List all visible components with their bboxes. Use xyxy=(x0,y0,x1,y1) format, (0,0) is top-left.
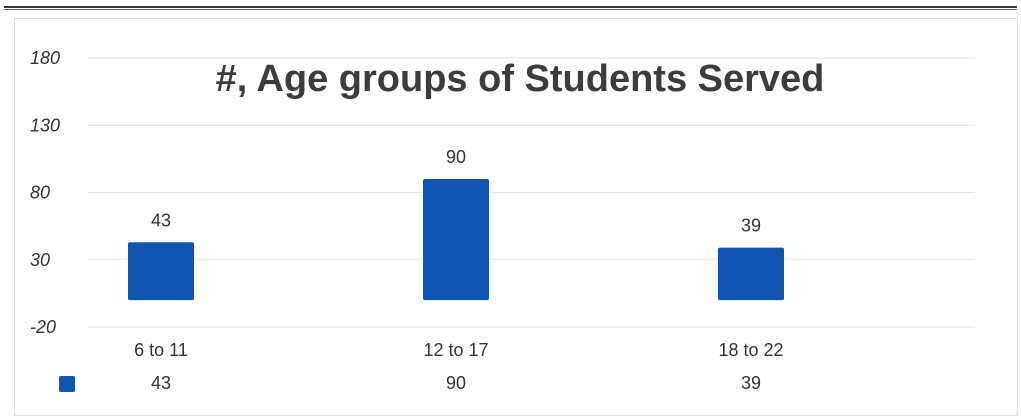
legend-key xyxy=(59,376,75,392)
data-table-value: 43 xyxy=(151,373,171,393)
y-tick-label: 80 xyxy=(30,183,50,203)
bar xyxy=(128,242,194,301)
data-label: 90 xyxy=(446,147,466,167)
top-border-rule xyxy=(4,6,1017,10)
data-label: 43 xyxy=(151,210,171,230)
chart-frame xyxy=(14,18,1018,416)
data-labels: 43 90 39 xyxy=(151,147,761,236)
category-label: 6 to 11 xyxy=(134,340,188,360)
category-label: 12 to 17 xyxy=(423,340,488,360)
data-label: 39 xyxy=(741,216,761,236)
category-label: 18 to 22 xyxy=(718,340,783,360)
bars xyxy=(128,179,784,301)
data-table-value: 90 xyxy=(446,373,466,393)
y-tick-label: 130 xyxy=(30,115,60,135)
bar xyxy=(718,247,784,301)
y-tick-label: 180 xyxy=(30,48,60,68)
data-table: 43 90 39 xyxy=(59,373,761,393)
y-tick-label: -20 xyxy=(30,317,56,337)
chart-title: #, Age groups of Students Served xyxy=(216,58,825,100)
gridlines xyxy=(88,57,975,328)
category-labels: 6 to 11 12 to 17 18 to 22 xyxy=(134,340,783,360)
y-axis-ticks: -20 30 80 130 180 xyxy=(30,48,60,337)
y-tick-label: 30 xyxy=(30,250,50,270)
bar xyxy=(423,179,489,301)
data-table-value: 39 xyxy=(741,373,761,393)
